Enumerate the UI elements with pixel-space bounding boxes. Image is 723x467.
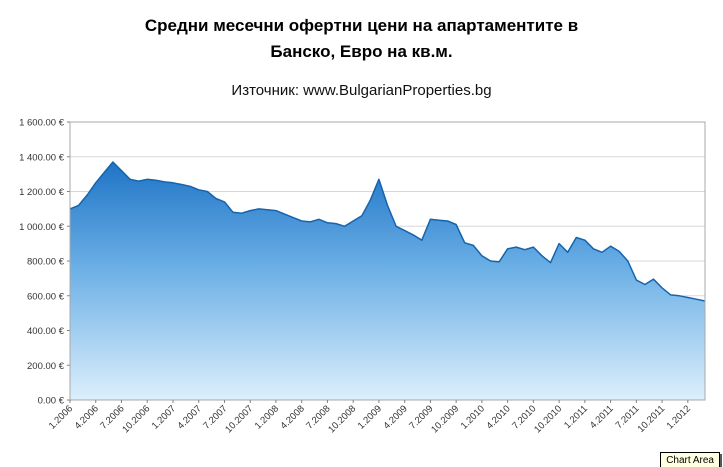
svg-text:1.2007: 1.2007: [150, 403, 178, 431]
svg-text:4.2009: 4.2009: [381, 403, 409, 431]
svg-text:1 400.00 €: 1 400.00 €: [19, 152, 65, 163]
svg-text:10.2008: 10.2008: [326, 403, 358, 435]
chart-title-line1: Средни месечни офертни цени на апартамен…: [144, 16, 579, 35]
svg-text:600.00 €: 600.00 €: [27, 291, 65, 302]
chart-area-tooltip: Chart Area: [660, 452, 720, 467]
svg-text:10.2009: 10.2009: [429, 403, 461, 435]
svg-text:1.2011: 1.2011: [562, 403, 590, 431]
area-chart-plot[interactable]: 0.00 € 200.00 € 400.00 € 600.00 € 800.00 € 1 …: [8, 108, 720, 464]
chart-subtitle: Източник: www.BulgarianProperties.bg: [231, 82, 492, 99]
svg-text:400.00 €: 400.00 €: [27, 326, 65, 337]
svg-text:10.2011: 10.2011: [636, 403, 668, 435]
svg-text:10.2007: 10.2007: [223, 403, 255, 435]
svg-text:1.2008: 1.2008: [253, 403, 281, 431]
svg-text:200.00 €: 200.00 €: [27, 361, 65, 372]
svg-text:4.2010: 4.2010: [484, 403, 512, 431]
svg-text:1.2009: 1.2009: [356, 403, 384, 431]
svg-text:0.00 €: 0.00 €: [38, 396, 65, 407]
chart-title: Средни месечни офертни цени на апартамен…: [0, 13, 723, 64]
svg-text:4.2006: 4.2006: [73, 403, 101, 431]
svg-text:1 200.00 €: 1 200.00 €: [19, 187, 65, 198]
svg-text:4.2011: 4.2011: [588, 403, 616, 431]
svg-text:4.2008: 4.2008: [278, 403, 306, 431]
svg-text:10.2010: 10.2010: [532, 403, 564, 435]
svg-text:1.2010: 1.2010: [459, 403, 487, 431]
svg-text:1.2012: 1.2012: [665, 403, 693, 431]
svg-text:1.2006: 1.2006: [47, 403, 75, 431]
svg-text:10.2006: 10.2006: [120, 403, 152, 435]
svg-text:800.00 €: 800.00 €: [27, 257, 65, 268]
svg-text:4.2007: 4.2007: [176, 403, 204, 431]
svg-text:1 600.00 €: 1 600.00 €: [19, 118, 65, 129]
svg-text:1 000.00 €: 1 000.00 €: [19, 222, 65, 233]
chart-title-line2: Банско, Евро на кв.м.: [270, 41, 453, 61]
